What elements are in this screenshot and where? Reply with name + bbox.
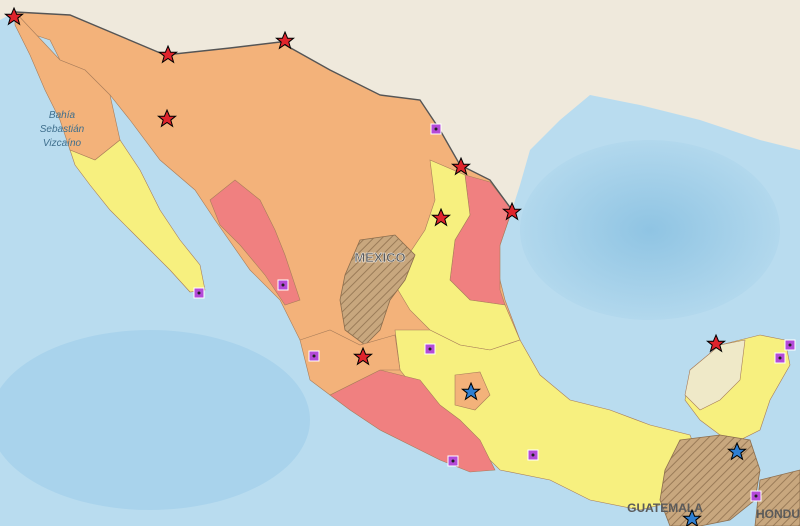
- united-states-land: [0, 0, 800, 210]
- michoacan-guerrero-red-zone[interactable]: [329, 369, 496, 473]
- red-star-marker[interactable]: [430, 207, 452, 227]
- bay-label-line2: Sebastián: [40, 124, 85, 135]
- hatched-zone-central[interactable]: [339, 234, 416, 346]
- purple-square-marker[interactable]: [527, 449, 539, 461]
- red-star-markers: [3, 6, 727, 366]
- blue-star-markers: [460, 381, 748, 526]
- purple-square-marker[interactable]: [430, 123, 442, 135]
- purple-square-markers: [193, 123, 796, 502]
- country-label-guatemala: GUATEMALA: [627, 501, 703, 515]
- purple-square-marker[interactable]: [750, 490, 762, 502]
- bay-label-line1: Bahía: [49, 110, 76, 121]
- purple-square-marker[interactable]: [277, 279, 289, 291]
- campeche-beige-zone[interactable]: [684, 339, 746, 411]
- gulf-deep-water: [520, 140, 780, 320]
- red-star-marker[interactable]: [705, 333, 727, 353]
- red-star-marker[interactable]: [501, 201, 523, 221]
- bay-label-line3: Vizcaíno: [43, 138, 82, 149]
- red-star-marker[interactable]: [274, 30, 296, 50]
- red-star-marker[interactable]: [352, 346, 374, 366]
- purple-square-marker[interactable]: [308, 350, 320, 362]
- red-star-marker[interactable]: [450, 156, 472, 176]
- honduras-hatched-zone[interactable]: [754, 469, 800, 526]
- purple-square-marker[interactable]: [193, 287, 205, 299]
- red-star-marker[interactable]: [3, 6, 25, 26]
- blue-star-marker[interactable]: [681, 508, 703, 526]
- red-star-marker[interactable]: [157, 44, 179, 64]
- blue-star-marker[interactable]: [460, 381, 482, 401]
- country-label-honduras: HONDU: [756, 507, 800, 521]
- country-label-mexico: MEXICO: [354, 250, 405, 265]
- pacific-deep-water: [0, 330, 310, 510]
- purple-square-marker[interactable]: [784, 339, 796, 351]
- purple-square-marker[interactable]: [424, 343, 436, 355]
- red-star-marker[interactable]: [156, 108, 178, 128]
- guatemala-hatched-zone[interactable]: [659, 434, 761, 526]
- purple-square-marker[interactable]: [447, 455, 459, 467]
- purple-square-marker[interactable]: [774, 352, 786, 364]
- blue-star-marker[interactable]: [726, 441, 748, 461]
- jalisco-orange-zone[interactable]: [299, 329, 401, 396]
- sinaloa-red-zone[interactable]: [209, 179, 301, 306]
